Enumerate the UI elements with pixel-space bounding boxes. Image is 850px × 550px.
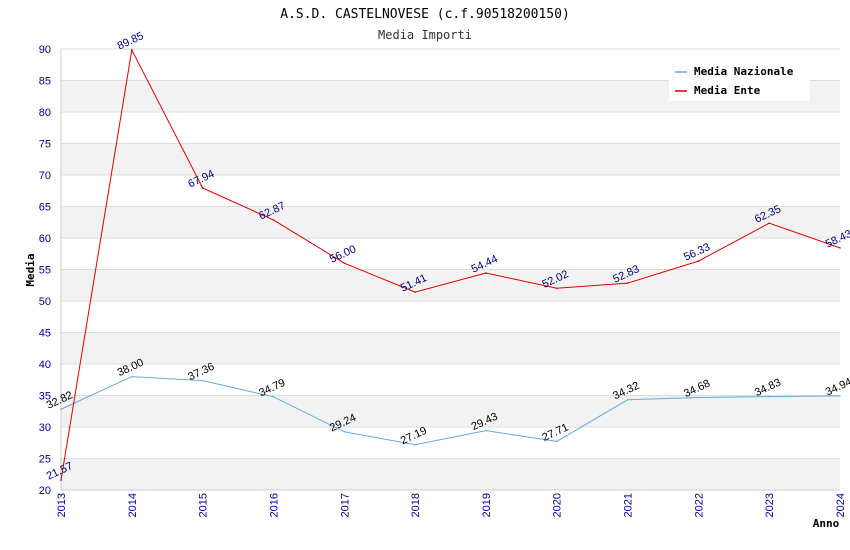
x-tick-label: 2017 [339,493,351,517]
y-tick-label: 85 [39,76,51,88]
data-point [131,49,133,51]
y-tick-label: 75 [39,139,51,151]
grid-band [61,427,840,459]
y-tick-label: 40 [39,359,51,371]
data-point [343,262,346,265]
x-axis-label: Anno [813,517,840,530]
data-point [839,247,841,249]
legend-label-media-nazionale: Media Nazionale [694,65,794,78]
grid-band [61,175,840,207]
data-point [414,291,416,293]
y-tick-label: 70 [39,170,51,182]
series-lines [60,48,841,481]
chart-title: A.S.D. CASTELNOVESE (c.f.90518200150) [280,7,570,22]
y-tick-label: 30 [39,422,51,434]
x-tick-label: 2019 [481,493,493,517]
data-point [343,430,346,433]
x-tick-label: 2023 [764,493,776,517]
y-tick-label: 20 [39,485,51,497]
x-tick-label: 2022 [693,493,705,517]
x-tick-label: 2020 [552,493,564,517]
data-point [60,408,62,411]
data-point [201,379,204,382]
data-point [485,429,487,432]
x-tick-labels: 2013 2014 2015 2016 2017 2018 2019 2020 2021 2022… [56,493,847,517]
grid-bands [60,48,840,491]
data-point [201,187,204,189]
grid-band [61,332,840,364]
data-point [131,375,133,378]
data-point [272,396,275,398]
y-tick-label: 80 [39,107,51,119]
data-point [626,282,629,284]
y-axis-label: Media [24,253,37,286]
data-point [555,287,558,290]
data-point [626,398,629,401]
y-tick-label: 90 [39,44,51,56]
x-tick-label: 2015 [198,493,210,517]
grid-band [61,458,840,490]
y-tick-label: 65 [39,202,51,214]
series-line-media-ente [60,48,841,481]
data-point [768,395,770,398]
grid-band [61,364,840,396]
data-point [272,219,275,221]
x-tick-label: 2018 [410,493,422,517]
data-point [839,395,841,397]
x-tick-label: 2013 [56,493,68,517]
grid-band [61,301,840,333]
grid-band [61,143,840,175]
grid-band [61,112,840,144]
x-tick-label: 2016 [268,493,280,517]
legend-box [669,59,810,101]
legend-label-media-ente: Media Ente [694,84,761,97]
chart-subtitle: Media Importi [378,28,472,42]
legend: Media Nazionale Media Ente [669,59,810,101]
grid-band [61,206,840,238]
data-point [414,443,416,446]
y-tick-label: 55 [39,265,51,277]
data-point [555,440,558,443]
series-line-media-nazionale [60,376,841,446]
y-tick-label: 60 [39,233,51,245]
x-tick-label: 2014 [127,493,139,517]
data-point [697,260,700,262]
x-tick-label: 2021 [623,493,635,517]
grid-band [61,395,840,427]
grid-band [61,238,840,270]
data-point [768,222,770,224]
x-tick-label: 2024 [835,493,847,517]
y-tick-labels: 20 25 30 35 40 45 50 55 60 65 70 75 80 85 90 [39,44,51,497]
y-tick-label: 25 [39,454,51,466]
data-point [485,272,487,274]
grid-band [61,269,840,301]
data-point [60,479,62,481]
y-tick-label: 45 [39,328,51,340]
y-tick-label: 35 [39,391,51,403]
y-tick-label: 50 [39,296,51,308]
data-point [697,396,700,399]
